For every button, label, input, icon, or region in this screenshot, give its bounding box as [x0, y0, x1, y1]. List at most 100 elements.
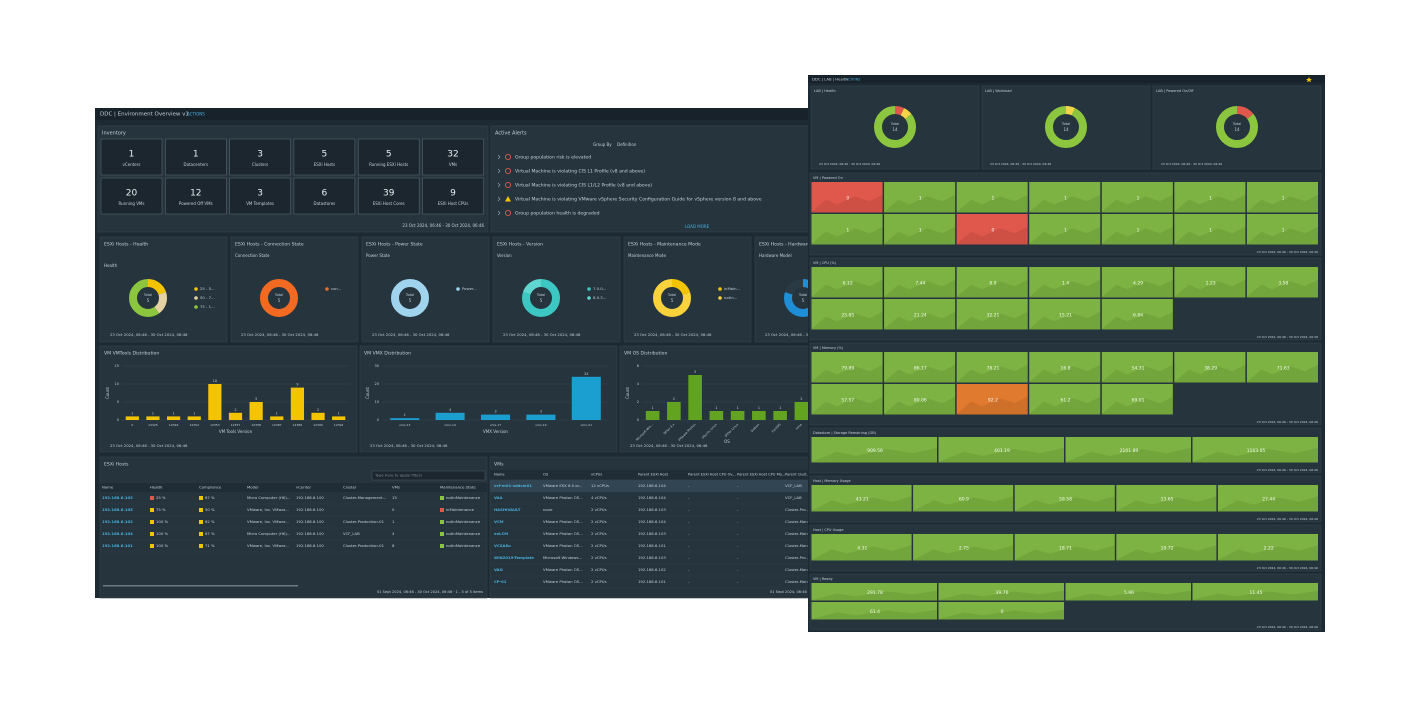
heatmap-tile[interactable] — [1101, 299, 1173, 330]
filter-placeholder[interactable]: Type here to apply filters — [374, 473, 422, 478]
heatmap-tile[interactable] — [1217, 534, 1318, 561]
heatmap-tile[interactable] — [1174, 267, 1246, 298]
heatmap-tile[interactable] — [811, 182, 883, 213]
heatmap-tile[interactable] — [1029, 267, 1101, 298]
heatmap-tile[interactable] — [938, 437, 1065, 463]
heatmap-tile[interactable] — [1246, 267, 1318, 298]
host-link[interactable]: 192.168.6.105 — [102, 507, 133, 512]
heatmap-tile[interactable] — [1065, 583, 1192, 601]
heatmap-tile[interactable] — [1014, 485, 1115, 512]
host-link[interactable]: 192.168.6.102 — [102, 519, 133, 524]
heatmap-tile[interactable] — [1192, 583, 1319, 601]
heatmap-tile[interactable] — [913, 485, 1014, 512]
heatmap-tile[interactable] — [884, 267, 956, 298]
heatmap-tile[interactable] — [1246, 352, 1318, 383]
cell: Cluster-Man... — [785, 531, 811, 536]
heatmap-tile[interactable] — [1101, 267, 1173, 298]
y-tick-label: 6 — [637, 364, 639, 368]
inventory-tile — [357, 138, 420, 176]
vm-link[interactable]: HASHIVAULT — [494, 507, 521, 512]
favorite-icon[interactable] — [1306, 77, 1312, 83]
expand-chevron[interactable] — [497, 168, 501, 174]
heatmap-tile[interactable] — [956, 182, 1028, 213]
heatmap-tile[interactable] — [1029, 384, 1101, 415]
alert-text[interactable]: Group population health is degraded — [515, 211, 600, 217]
heatmap-tile[interactable] — [1101, 214, 1173, 245]
donut-center-label: Total — [890, 122, 899, 126]
heatmap-tile[interactable] — [938, 583, 1065, 601]
heatmap-tile[interactable] — [1014, 534, 1115, 561]
heatmap-tile[interactable] — [956, 267, 1028, 298]
vm-link[interactable]: VAO — [494, 567, 504, 572]
vm-link[interactable]: exLCM — [494, 531, 508, 536]
vm-link[interactable]: VAA — [494, 495, 503, 500]
tile-sparkline — [1029, 396, 1101, 415]
heatmap-tile[interactable] — [956, 352, 1028, 383]
heatmap-tile[interactable] — [956, 214, 1028, 245]
heatmap-tile[interactable] — [1065, 437, 1192, 463]
heatmap-tile[interactable] — [956, 299, 1028, 330]
heatmap-tile[interactable] — [1029, 299, 1101, 330]
host-link[interactable]: 192.168.6.101 — [102, 543, 133, 548]
cell: 192.168.6.100 — [296, 507, 324, 512]
timestamp: 23 Oct 2024, 06:46 - 30 Oct 2024, 06:46 — [630, 443, 708, 448]
heatmap-tile[interactable] — [1116, 534, 1217, 561]
expand-chevron[interactable] — [497, 182, 501, 188]
bar — [228, 412, 243, 420]
host-link[interactable]: 192.168.6.103 — [102, 495, 133, 500]
heatmap-tile[interactable] — [884, 299, 956, 330]
vm-link[interactable]: vcf-m01-sddcm01 — [494, 483, 532, 488]
actions-button[interactable]: ACTIONS — [187, 112, 205, 117]
heatmap-tile[interactable] — [1174, 352, 1246, 383]
heatmap-tile[interactable] — [811, 437, 938, 463]
heatmap-tile[interactable] — [1217, 485, 1318, 512]
heatmap-tile[interactable] — [811, 214, 883, 245]
expand-chevron[interactable] — [497, 196, 501, 202]
heatmap-tile[interactable] — [811, 534, 912, 561]
alert-text[interactable]: Virtual Machine is violating CIS L1 Prof… — [515, 169, 645, 175]
bar — [270, 416, 284, 420]
vm-link[interactable]: VCM — [494, 519, 504, 524]
heatmap-tile[interactable] — [1174, 214, 1246, 245]
heatmap-tile[interactable] — [811, 602, 938, 620]
heatmap-tile[interactable] — [884, 182, 956, 213]
heatmap-tile[interactable] — [811, 299, 883, 330]
heatmap-tile[interactable] — [1029, 214, 1101, 245]
heatmap-tile[interactable] — [811, 384, 883, 415]
heatmap-tile[interactable] — [884, 352, 956, 383]
vm-link[interactable]: CP-01 — [494, 579, 507, 584]
alert-text[interactable]: Group population risk is elevated — [515, 155, 591, 161]
heatmap-tile[interactable] — [1246, 214, 1318, 245]
heatmap-tile[interactable] — [1029, 352, 1101, 383]
heatmap-tile[interactable] — [1101, 182, 1173, 213]
heatmap-tile[interactable] — [884, 214, 956, 245]
heatmap-tile[interactable] — [884, 384, 956, 415]
actions-button[interactable]: ACTIONS — [846, 78, 860, 82]
alert-text[interactable]: Virtual Machine is violating VMware vSph… — [515, 197, 762, 203]
heatmap-tile[interactable] — [938, 602, 1065, 620]
heatmap-tile[interactable] — [1029, 182, 1101, 213]
heatmap-tile[interactable] — [811, 267, 883, 298]
load-more[interactable]: LOAD MORE — [685, 224, 710, 229]
heatmap-tile[interactable] — [811, 485, 912, 512]
heatmap-tile[interactable] — [956, 384, 1028, 415]
heatmap-tile[interactable] — [1174, 182, 1246, 213]
tile-sparkline — [1174, 226, 1246, 245]
vm-link[interactable]: VCSA8u — [494, 543, 511, 548]
alert-text[interactable]: Virtual Machine is violating CIS L1/L2 P… — [515, 183, 652, 189]
heatmap-tile[interactable] — [1101, 384, 1173, 415]
heatmap-tile[interactable] — [1101, 352, 1173, 383]
cell: - — [737, 519, 739, 524]
host-link[interactable]: 192.168.6.104 — [102, 531, 133, 536]
tile-sparkline — [938, 590, 1064, 601]
heatmap-tile[interactable] — [811, 352, 883, 383]
heatmap-tile[interactable] — [811, 583, 938, 601]
heatmap-tile[interactable] — [1116, 485, 1217, 512]
vm-link[interactable]: WIN2019-Template — [494, 555, 534, 560]
heatmap-tile[interactable] — [913, 534, 1014, 561]
warning-icon — [505, 196, 511, 202]
expand-chevron[interactable] — [497, 154, 501, 160]
expand-chevron[interactable] — [497, 210, 501, 216]
heatmap-tile[interactable] — [1192, 437, 1319, 463]
heatmap-tile[interactable] — [1246, 182, 1318, 213]
